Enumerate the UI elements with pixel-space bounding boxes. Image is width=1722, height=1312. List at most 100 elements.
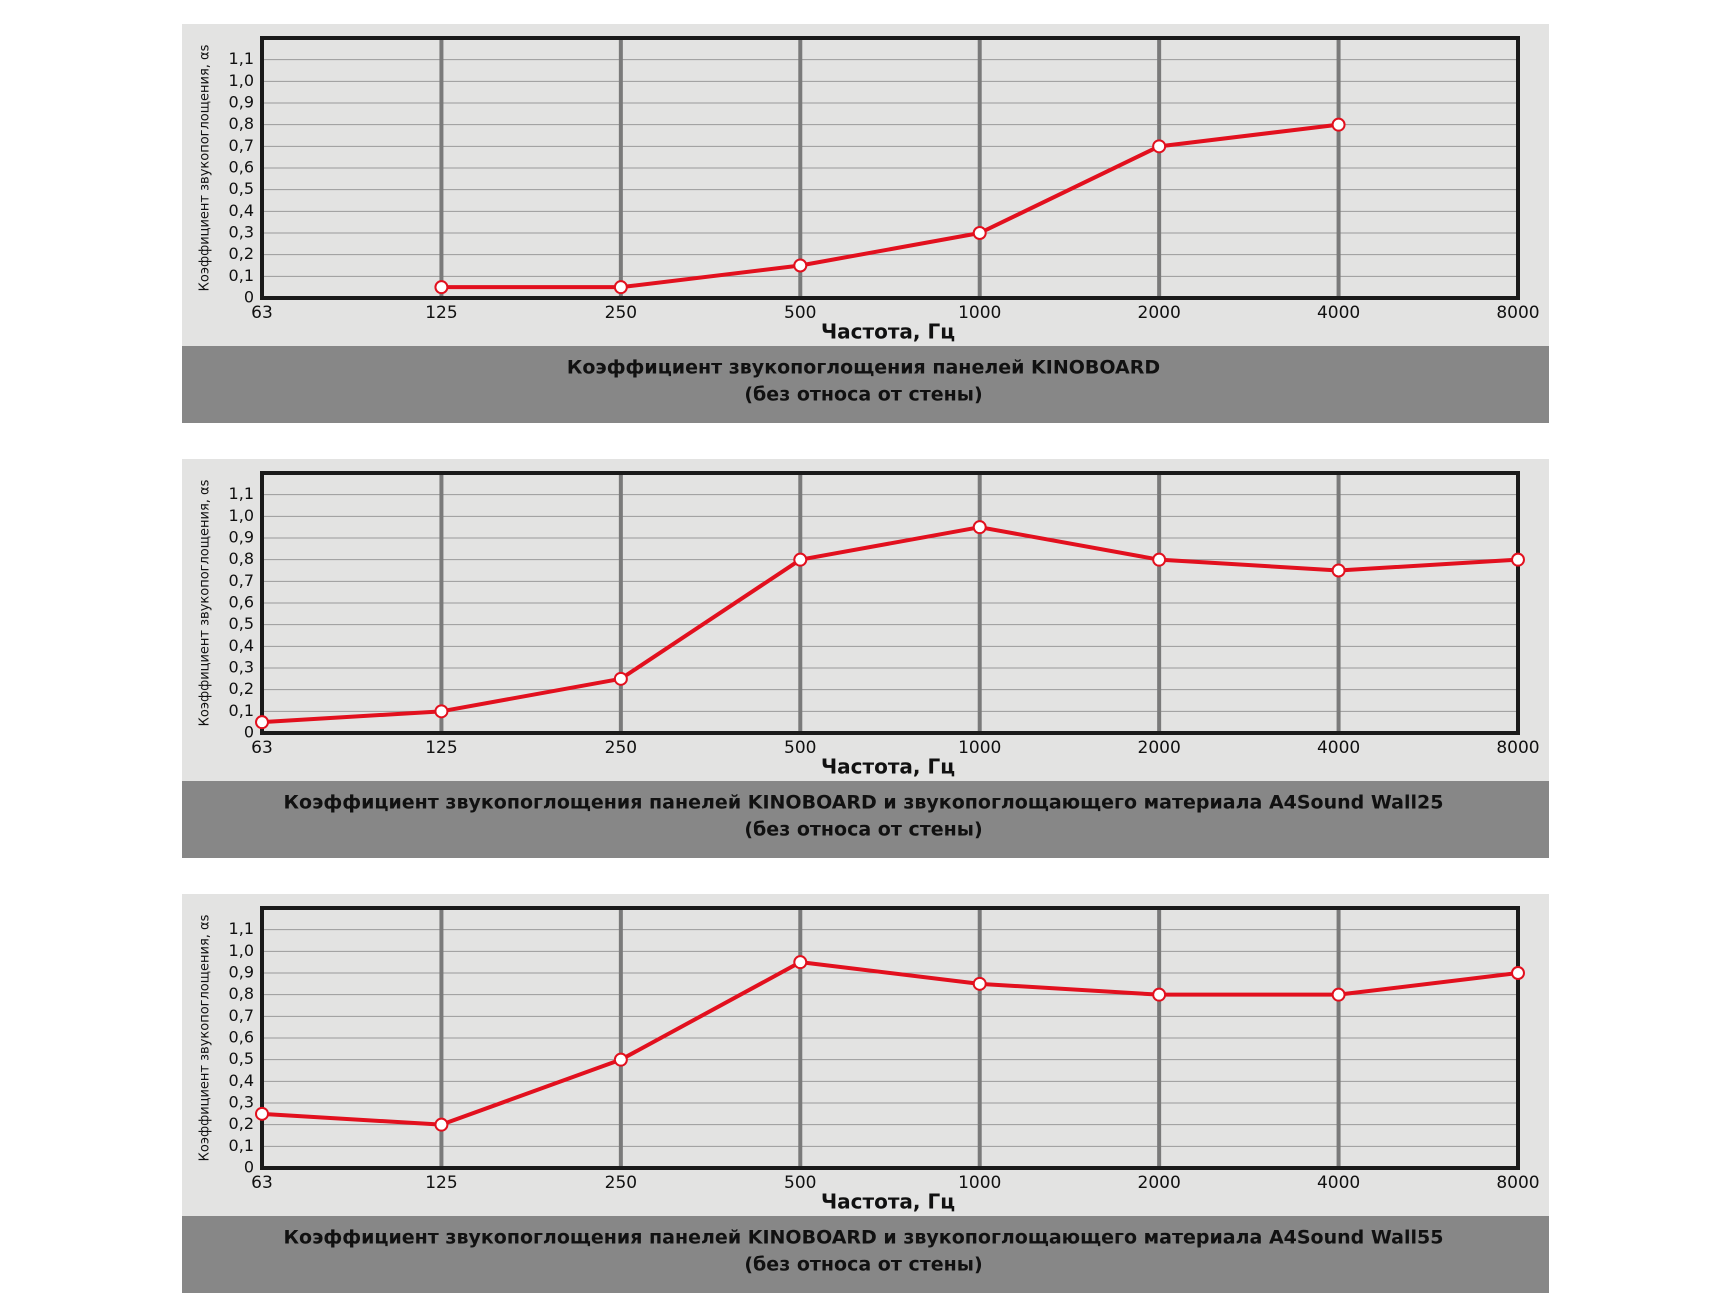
y-tick-label: 0,7 xyxy=(229,136,254,155)
y-tick-label: 0,3 xyxy=(229,658,254,677)
data-point xyxy=(434,1117,449,1132)
title-band xyxy=(182,1216,1549,1293)
y-tick-label: 0,4 xyxy=(229,201,254,220)
y-axis-title: Коэффициент звукопоглощения, αs xyxy=(198,914,213,1161)
data-point xyxy=(613,1052,628,1067)
y-tick-label: 0,6 xyxy=(229,1028,254,1047)
y-tick-label: 1,1 xyxy=(229,919,254,938)
y-axis-title: Коэффициент звукопоглощения, αs xyxy=(198,479,213,726)
chart: 0 0,1 0,2 0,3 0,4 0,5 0,6 0,7 0,8 0,9 1,0 1,1 63 125 2… xyxy=(182,894,1549,1293)
plot-border xyxy=(260,36,1520,300)
data-point xyxy=(255,1106,269,1121)
x-axis-title: Частота, Гц xyxy=(821,755,955,779)
y-tick-label: 1,1 xyxy=(229,49,254,68)
y-tick-label: 0,4 xyxy=(229,1071,254,1090)
chart-subtitle: (без относа от стены) xyxy=(744,1254,982,1276)
y-tick-label: 0,5 xyxy=(229,179,254,198)
y-tick-label: 0 xyxy=(244,723,254,742)
x-tick-label: 125 xyxy=(425,738,457,758)
x-tick-label: 125 xyxy=(425,303,457,323)
y-tick-label: 0,1 xyxy=(229,1136,254,1155)
chart: 0 0,1 0,2 0,3 0,4 0,5 0,6 0,7 0,8 0,9 1,0 1,1 63 125 2… xyxy=(182,24,1549,423)
x-axis-title: Частота, Гц xyxy=(821,1190,955,1214)
data-point xyxy=(613,280,628,295)
y-tick-label: 0,6 xyxy=(229,593,254,612)
y-tick-label: 0 xyxy=(244,288,254,307)
data-point xyxy=(1331,117,1346,132)
data-point xyxy=(613,671,628,686)
plot-border xyxy=(260,906,1520,1170)
x-tick-label: 63 xyxy=(251,303,273,323)
x-tick-label: 2000 xyxy=(1138,738,1181,758)
y-tick-label: 1,0 xyxy=(229,941,254,960)
data-line xyxy=(261,960,1519,1127)
x-tick-label: 500 xyxy=(784,303,816,323)
y-tick-label: 1,0 xyxy=(229,506,254,525)
chart-title: Коэффициент звукопоглощения панелей KINO… xyxy=(284,792,1444,814)
data-point xyxy=(434,704,449,719)
y-tick-label: 0,2 xyxy=(229,244,254,263)
x-tick-label: 250 xyxy=(605,738,637,758)
chart-title: Коэффициент звукопоглощения панелей KINO… xyxy=(567,357,1160,379)
y-tick-label: 0,8 xyxy=(229,114,254,133)
data-point xyxy=(1511,966,1525,980)
plot-border xyxy=(260,471,1520,735)
y-tick-label: 0,7 xyxy=(229,571,254,590)
y-tick-label: 0,9 xyxy=(229,963,254,982)
data-point xyxy=(972,976,987,991)
x-tick-label: 4000 xyxy=(1317,738,1360,758)
y-tick-label: 0,6 xyxy=(229,158,254,177)
y-tick-label: 0,5 xyxy=(229,614,254,633)
x-tick-label: 250 xyxy=(605,303,637,323)
data-point xyxy=(1152,552,1167,567)
x-tick-label: 4000 xyxy=(1317,1173,1360,1193)
x-axis-title: Частота, Гц xyxy=(821,320,955,344)
title-band xyxy=(182,781,1549,858)
x-tick-label: 1000 xyxy=(958,303,1001,323)
chart-subtitle: (без относа от стены) xyxy=(744,384,982,406)
x-tick-label: 4000 xyxy=(1317,303,1360,323)
chart-title: Коэффициент звукопоглощения панелей KINO… xyxy=(284,1227,1444,1249)
y-tick-label: 0,3 xyxy=(229,223,254,242)
x-tick-label: 2000 xyxy=(1138,303,1181,323)
data-point xyxy=(793,552,808,567)
data-point xyxy=(972,520,987,535)
x-tick-label: 500 xyxy=(784,1173,816,1193)
title-band xyxy=(182,346,1549,423)
y-tick-label: 0 xyxy=(244,1158,254,1177)
y-tick-label: 0,9 xyxy=(229,528,254,547)
data-point xyxy=(793,258,808,273)
x-tick-label: 8000 xyxy=(1496,738,1539,758)
y-tick-label: 0,8 xyxy=(229,984,254,1003)
chart-subtitle: (без относа от стены) xyxy=(744,819,982,841)
data-point xyxy=(972,226,987,240)
y-tick-label: 0,9 xyxy=(229,93,254,112)
x-tick-label: 1000 xyxy=(958,1173,1001,1193)
data-point xyxy=(1331,987,1346,1002)
data-point xyxy=(1152,139,1167,154)
x-tick-label: 63 xyxy=(251,738,273,758)
data-point xyxy=(1511,552,1525,567)
data-point xyxy=(1152,987,1167,1002)
y-tick-label: 1,0 xyxy=(229,71,254,90)
chart: 0 0,1 0,2 0,3 0,4 0,5 0,6 0,7 0,8 0,9 1,0 1,1 63 125 2… xyxy=(182,459,1549,858)
data-point xyxy=(434,280,449,295)
y-tick-label: 0,1 xyxy=(229,701,254,720)
y-tick-label: 0,2 xyxy=(229,679,254,698)
y-tick-label: 0,8 xyxy=(229,549,254,568)
y-tick-label: 0,4 xyxy=(229,636,254,655)
data-point xyxy=(255,715,269,730)
y-tick-label: 0,1 xyxy=(229,266,254,285)
y-tick-label: 0,3 xyxy=(229,1093,254,1112)
data-line xyxy=(441,122,1339,290)
data-point xyxy=(1331,563,1346,578)
x-tick-label: 500 xyxy=(784,738,816,758)
x-tick-label: 2000 xyxy=(1138,1173,1181,1193)
y-axis-title: Коэффициент звукопоглощения, αs xyxy=(198,44,213,291)
y-tick-label: 0,5 xyxy=(229,1049,254,1068)
y-tick-label: 1,1 xyxy=(229,484,254,503)
y-tick-label: 0,2 xyxy=(229,1114,254,1133)
x-tick-label: 8000 xyxy=(1496,1173,1539,1193)
x-tick-label: 250 xyxy=(605,1173,637,1193)
